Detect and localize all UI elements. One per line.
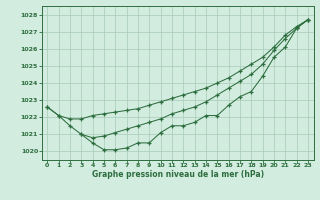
X-axis label: Graphe pression niveau de la mer (hPa): Graphe pression niveau de la mer (hPa) (92, 170, 264, 179)
